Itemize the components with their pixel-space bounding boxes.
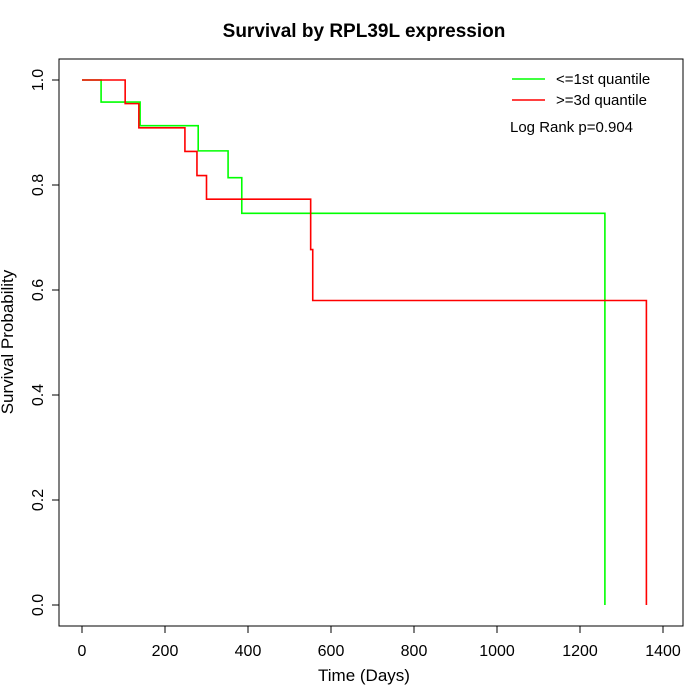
y-tick-label: 0.4	[30, 384, 47, 406]
chart-title: Survival by RPL39L expression	[223, 21, 506, 42]
log-rank-annotation: Log Rank p=0.904	[510, 119, 633, 136]
plot-frame	[58, 58, 684, 627]
y-tick-label: 1.0	[30, 69, 47, 91]
y-tick-label: 0.0	[30, 594, 47, 616]
series-line-2	[82, 79, 648, 605]
x-tick-label: 1000	[479, 643, 515, 660]
x-axis: 0 200 400 600 800 1000 1200 1400	[78, 625, 681, 660]
x-tick-label: 1200	[562, 643, 598, 660]
x-tick-label: 1400	[645, 643, 681, 660]
series-layer	[82, 79, 648, 605]
y-axis-label: Survival Probability	[0, 269, 17, 414]
legend-label-1: <=1st quantile	[556, 71, 650, 88]
x-tick-label: 600	[318, 643, 345, 660]
y-tick-label: 0.2	[30, 489, 47, 511]
x-axis-label: Time (Days)	[318, 666, 410, 685]
legend-label-2: >=3d quantile	[556, 92, 647, 109]
x-tick-label: 800	[401, 643, 428, 660]
x-tick-label: 200	[152, 643, 179, 660]
series-line-1	[82, 79, 606, 605]
x-tick-label: 0	[78, 643, 87, 660]
legend: <=1st quantile >=3d quantile	[512, 71, 650, 109]
x-tick-label: 400	[235, 643, 262, 660]
y-axis: 0.0 0.2 0.4 0.6 0.8 1.0	[30, 69, 60, 616]
y-tick-label: 0.6	[30, 279, 47, 301]
y-tick-label: 0.8	[30, 174, 47, 196]
